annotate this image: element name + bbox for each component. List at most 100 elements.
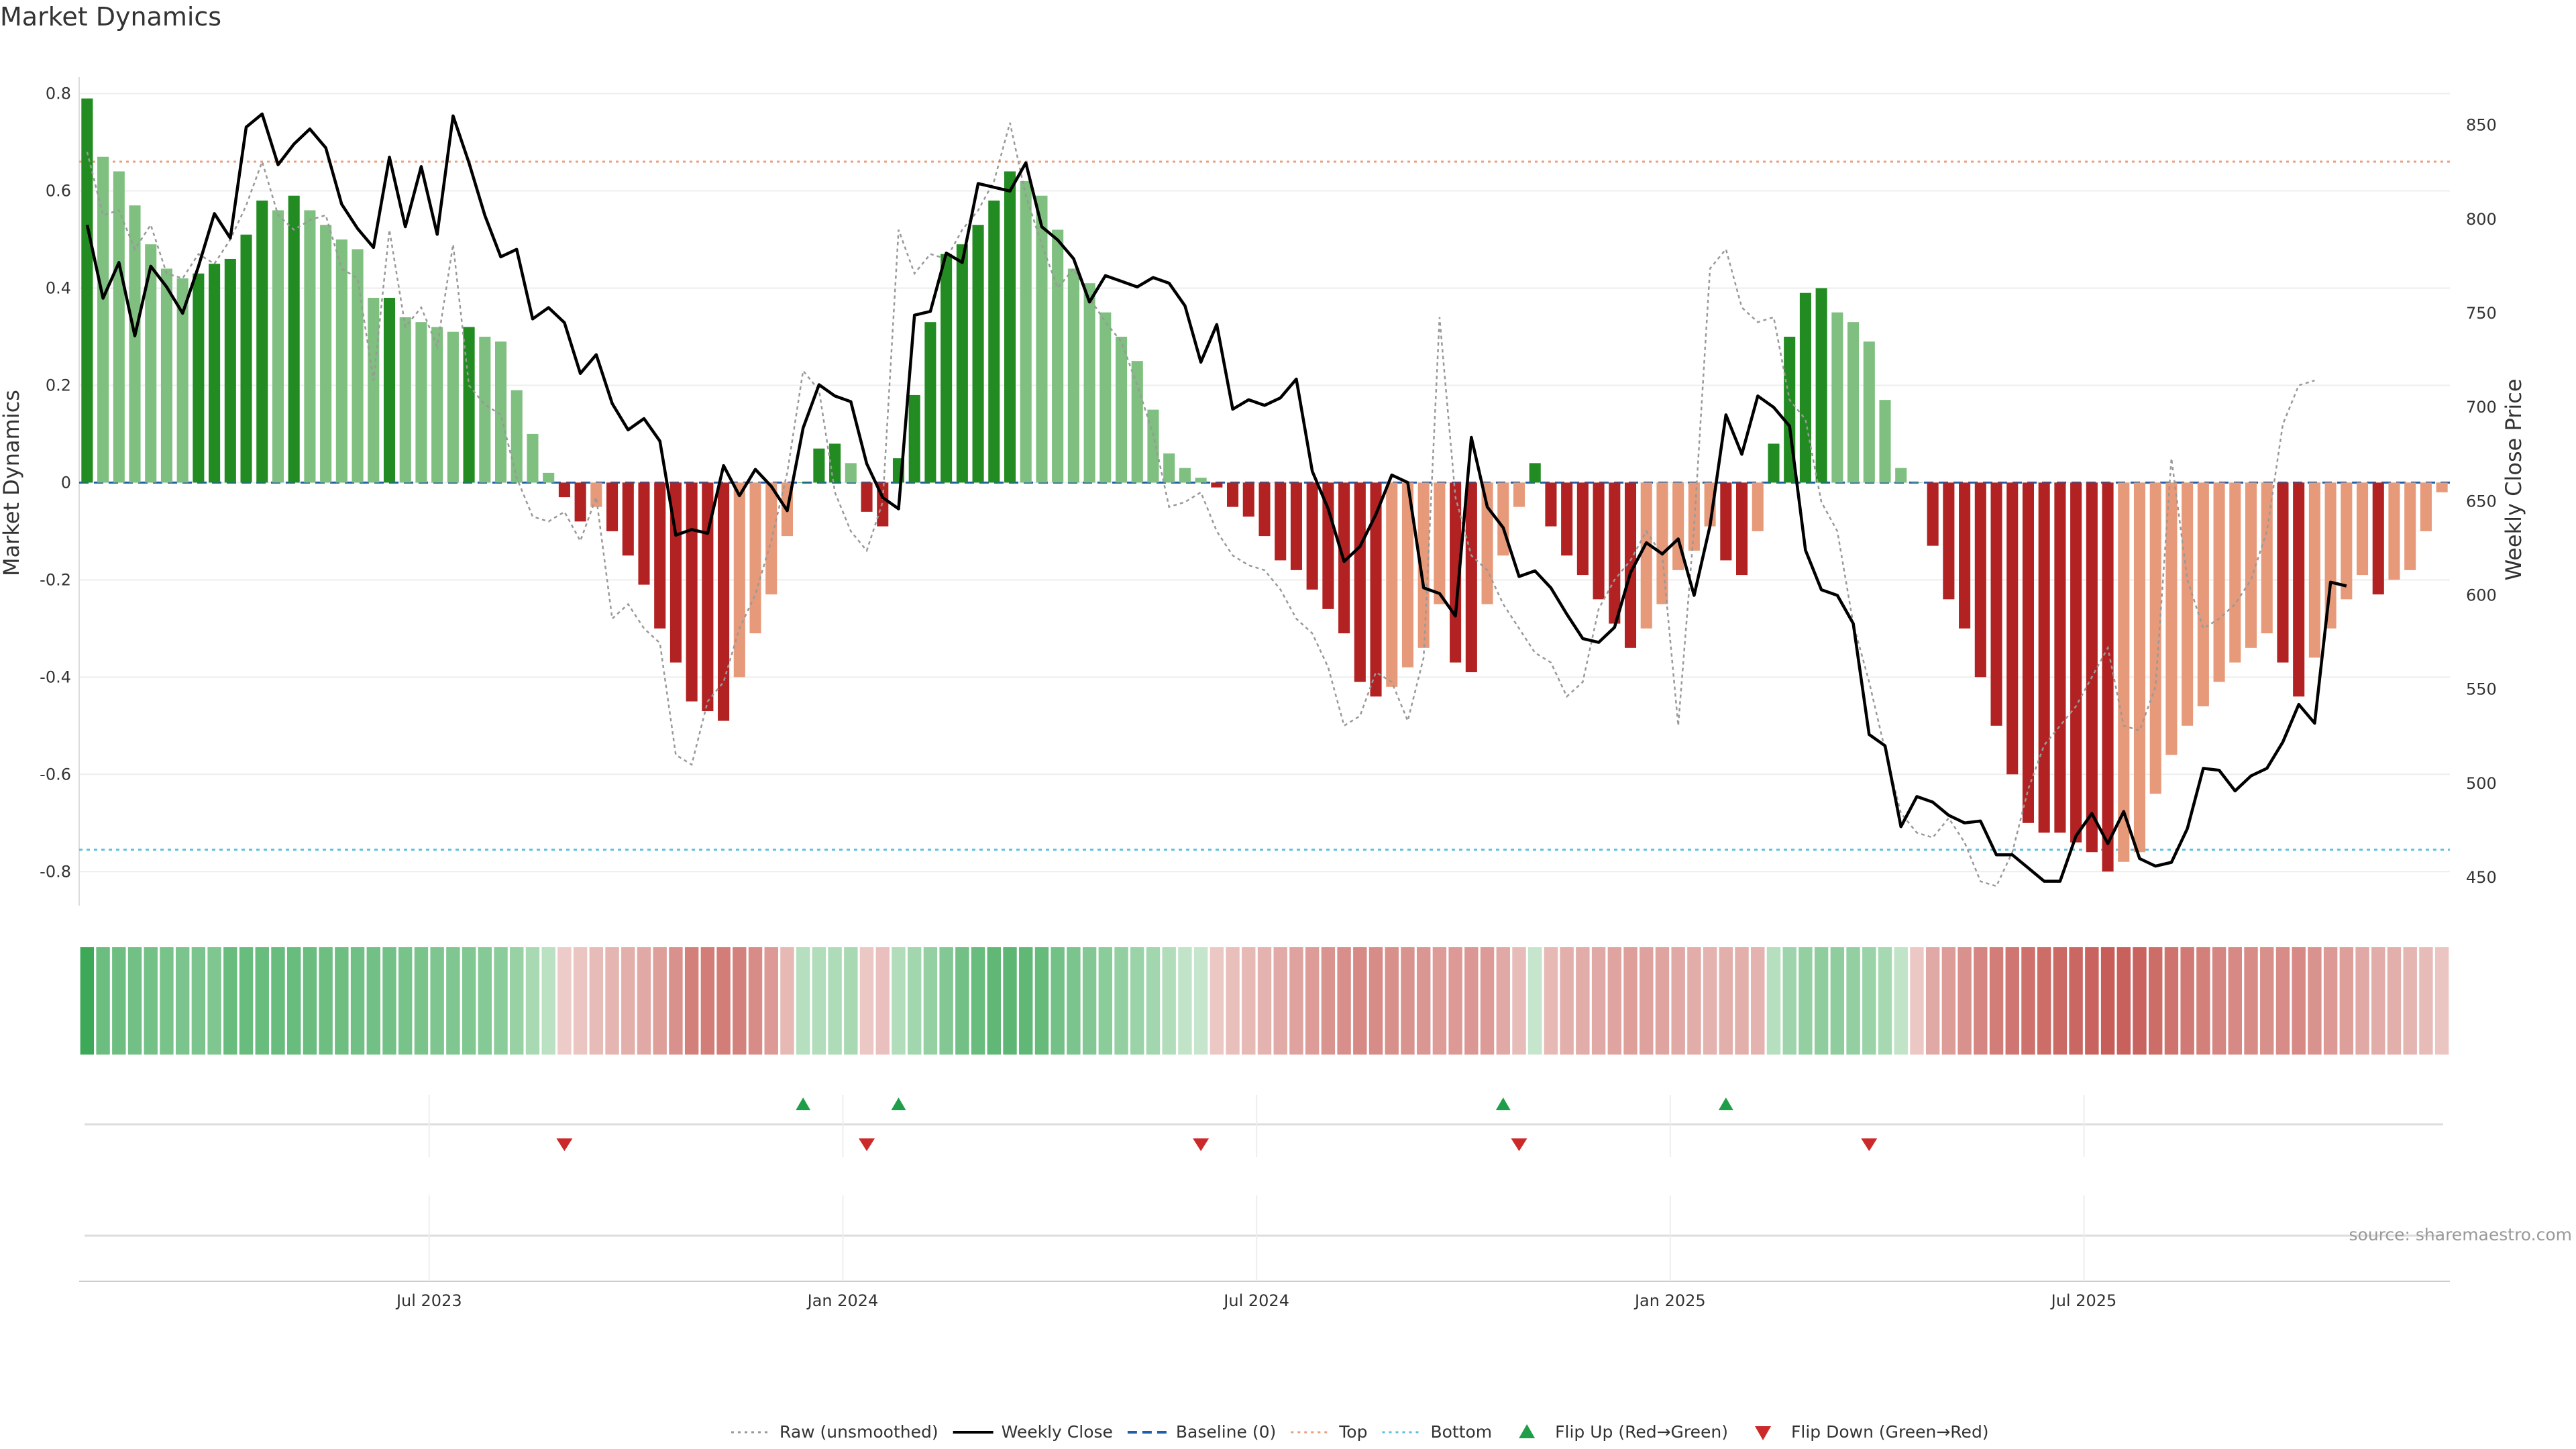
market-dynamics-bars — [81, 98, 2448, 872]
flip-down-marker-2 — [1193, 1138, 1210, 1151]
bar-112 — [1863, 341, 1875, 483]
strip-cell-72 — [1226, 947, 1240, 1055]
x-tick-label-1: Jan 2024 — [806, 1291, 879, 1310]
strip-cell-41 — [733, 947, 747, 1055]
legend-label-0: Raw (unsmoothed) — [780, 1422, 938, 1442]
strip-cell-120 — [1989, 947, 2004, 1055]
left-axis-title: Market Dynamics — [0, 390, 24, 576]
bar-47 — [829, 443, 841, 483]
strip-cell-53 — [923, 947, 938, 1055]
bar-39 — [702, 482, 714, 712]
strip-cell-23 — [446, 947, 460, 1055]
bar-108 — [1799, 292, 1811, 483]
bar-82 — [1386, 482, 1398, 687]
bar-145 — [2388, 482, 2400, 580]
flip-down-marker-3 — [1511, 1138, 1527, 1151]
strip-cell-83 — [1401, 947, 1415, 1055]
bar-75 — [1275, 482, 1287, 561]
strip-cell-111 — [1846, 947, 1860, 1055]
legend-item-2: Baseline (0) — [1127, 1422, 1276, 1442]
legend-item-0: Raw (unsmoothed) — [731, 1422, 938, 1442]
bar-124 — [2054, 482, 2066, 833]
strip-cell-60 — [1034, 947, 1049, 1055]
strip-cell-4 — [144, 947, 158, 1055]
bar-61 — [1052, 229, 1064, 483]
bar-52 — [908, 394, 920, 483]
strip-cell-57 — [987, 947, 1001, 1055]
flip-down-marker-0 — [556, 1138, 573, 1151]
bar-22 — [431, 327, 443, 483]
bar-57 — [988, 200, 1000, 483]
bar-23 — [447, 331, 459, 483]
strip-cell-1 — [96, 947, 110, 1055]
bar-95 — [1593, 482, 1605, 600]
bar-41 — [733, 482, 745, 678]
bar-80 — [1354, 482, 1366, 682]
strip-cell-147 — [2419, 947, 2433, 1055]
bar-113 — [1879, 400, 1891, 483]
strip-cell-124 — [2053, 947, 2068, 1055]
bar-115 — [1911, 482, 1923, 483]
left-tick-label-5: -0.2 — [40, 570, 71, 589]
strip-cell-119 — [1974, 947, 1988, 1055]
strip-cell-73 — [1242, 947, 1256, 1055]
strip-cell-47 — [828, 947, 842, 1055]
bar-106 — [1768, 443, 1780, 483]
bar-30 — [558, 482, 570, 498]
bar-110 — [1831, 312, 1843, 483]
bar-4 — [145, 244, 157, 483]
strip-cell-42 — [748, 947, 763, 1055]
bar-70 — [1195, 478, 1207, 483]
right-tick-label-2: 750 — [2466, 304, 2497, 323]
bar-137 — [2261, 482, 2273, 634]
bar-76 — [1290, 482, 1302, 570]
bar-7 — [193, 273, 205, 483]
strip-cell-96 — [1607, 947, 1621, 1055]
strip-cell-145 — [2387, 947, 2402, 1055]
strip-cell-51 — [892, 947, 906, 1055]
bar-12 — [272, 210, 284, 483]
bar-13 — [288, 195, 300, 483]
strip-cell-2 — [112, 947, 126, 1055]
strip-cell-20 — [398, 947, 413, 1055]
strip-cell-3 — [127, 947, 142, 1055]
bar-68 — [1163, 453, 1175, 483]
strip-cell-49 — [859, 947, 874, 1055]
bar-65 — [1115, 336, 1128, 483]
left-tick-label-1: 0.6 — [46, 181, 71, 200]
flip-down-marker-1 — [859, 1138, 875, 1151]
bar-26 — [494, 341, 507, 483]
x-tick-label-4: Jul 2025 — [2050, 1291, 2117, 1310]
strip-cell-122 — [2021, 947, 2035, 1055]
bar-93 — [1561, 482, 1573, 556]
bar-97 — [1624, 482, 1637, 648]
bar-116 — [1927, 482, 1939, 546]
bar-144 — [2372, 482, 2384, 595]
strip-cell-0 — [80, 947, 95, 1055]
strip-cell-87 — [1464, 947, 1479, 1055]
strip-cell-133 — [2196, 947, 2210, 1055]
strip-cell-43 — [764, 947, 778, 1055]
strip-cell-28 — [525, 947, 540, 1055]
legend-label-5: Flip Up (Red→Green) — [1555, 1422, 1728, 1442]
bar-125 — [2070, 482, 2082, 843]
bar-18 — [368, 297, 380, 483]
bar-132 — [2182, 482, 2194, 726]
flip-up-marker-1 — [891, 1097, 906, 1110]
bar-64 — [1099, 312, 1112, 483]
strip-cell-30 — [557, 947, 572, 1055]
strip-cell-13 — [286, 947, 301, 1055]
regime-strip — [80, 947, 2449, 1055]
flip-up-marker-0 — [796, 1097, 811, 1110]
strip-cell-61 — [1051, 947, 1065, 1055]
bar-55 — [956, 244, 968, 483]
legend-label-3: Top — [1338, 1422, 1367, 1442]
strip-cell-85 — [1432, 947, 1447, 1055]
right-tick-label-8: 450 — [2466, 868, 2497, 887]
strip-cell-142 — [2339, 947, 2354, 1055]
strip-cell-100 — [1671, 947, 1685, 1055]
strip-cell-64 — [1098, 947, 1113, 1055]
bar-141 — [2324, 482, 2337, 629]
strip-cell-76 — [1289, 947, 1303, 1055]
x-tick-label-0: Jul 2023 — [395, 1291, 462, 1310]
